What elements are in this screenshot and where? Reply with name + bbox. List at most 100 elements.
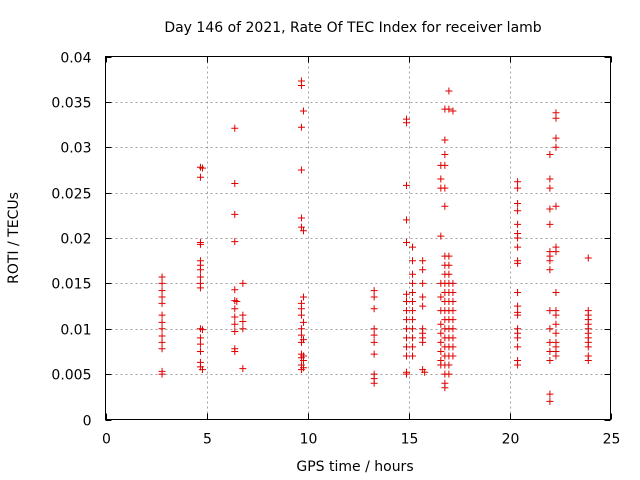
data-point — [409, 352, 417, 360]
data-point — [158, 370, 166, 378]
data-point — [514, 288, 522, 296]
data-point — [196, 173, 204, 181]
data-point — [552, 288, 560, 296]
data-point — [552, 134, 560, 142]
axis-ticks — [105, 56, 612, 421]
data-point — [231, 238, 239, 246]
y-tick-label: 0 — [83, 414, 92, 430]
data-point — [437, 175, 445, 183]
data-point — [370, 331, 378, 339]
data-point — [445, 87, 453, 95]
data-point — [437, 293, 445, 301]
data-point — [158, 318, 166, 326]
data-point — [546, 220, 554, 228]
data-point — [546, 390, 554, 398]
y-axis-title: ROTI / TECUs — [6, 192, 22, 284]
data-point — [514, 234, 522, 242]
data-point — [158, 293, 166, 301]
data-point — [239, 311, 247, 319]
y-tick-labels: 0 0.005 0.01 0.015 0.02 0.025 0.03 0.035 0.04 — [51, 51, 91, 430]
data-point — [409, 270, 417, 278]
data-point — [546, 266, 554, 274]
data-point — [297, 166, 305, 174]
data-point — [441, 161, 449, 169]
data-point — [239, 317, 247, 325]
data-point — [514, 184, 522, 192]
data-point — [441, 384, 449, 392]
y-tick-label: 0.005 — [51, 368, 91, 384]
data-point — [419, 279, 427, 287]
data-point — [514, 361, 522, 369]
data-point — [546, 184, 554, 192]
data-point — [449, 288, 457, 296]
data-point — [402, 325, 410, 333]
data-point — [158, 299, 166, 307]
data-point — [402, 316, 410, 324]
data-point — [552, 329, 560, 337]
data-point — [370, 293, 378, 301]
data-point — [546, 357, 554, 365]
data-point — [419, 338, 427, 346]
data-point — [299, 357, 307, 365]
data-point — [514, 259, 522, 267]
x-tick-label: 0 — [102, 432, 111, 448]
x-tick-label: 20 — [502, 432, 520, 448]
x-tick-label: 25 — [603, 432, 621, 448]
data-point — [158, 345, 166, 353]
data-point — [239, 365, 247, 373]
data-point — [441, 184, 449, 192]
data-point — [514, 200, 522, 208]
data-point — [445, 261, 453, 269]
data-point — [546, 151, 554, 159]
data-point — [402, 290, 410, 298]
x-tick-label: 5 — [203, 432, 212, 448]
data-point — [546, 338, 554, 346]
y-tick-label: 0.02 — [60, 232, 91, 248]
data-point — [231, 305, 239, 313]
data-point — [514, 220, 522, 228]
x-tick-label: 15 — [401, 432, 419, 448]
data-point — [445, 361, 453, 369]
data-point — [233, 298, 241, 306]
data-point — [514, 178, 522, 186]
data-point — [514, 243, 522, 251]
data-point — [231, 180, 239, 188]
data-point — [409, 243, 417, 251]
data-point — [409, 316, 417, 324]
data-point — [419, 266, 427, 274]
data-point — [297, 305, 305, 313]
data-point — [402, 352, 410, 360]
data-point — [299, 107, 307, 115]
data-point — [198, 366, 206, 374]
data-point — [552, 311, 560, 319]
data-point — [546, 307, 554, 315]
data-point — [584, 254, 592, 262]
data-point — [299, 227, 307, 235]
data-point — [402, 119, 410, 127]
data-points — [158, 77, 592, 405]
data-point — [552, 248, 560, 256]
data-point — [297, 338, 305, 346]
data-point — [158, 311, 166, 319]
data-point — [449, 352, 457, 360]
data-point — [297, 311, 305, 319]
data-point — [441, 202, 449, 210]
data-point — [419, 257, 427, 265]
data-point — [370, 287, 378, 295]
data-point — [419, 302, 427, 310]
y-tick-label: 0.025 — [51, 187, 91, 203]
data-point — [449, 316, 457, 324]
data-point — [297, 82, 305, 90]
data-point — [445, 105, 453, 113]
data-point — [196, 273, 204, 281]
data-point — [437, 320, 445, 328]
data-point — [198, 326, 206, 334]
data-point — [370, 305, 378, 313]
data-point — [409, 343, 417, 351]
data-point — [449, 298, 457, 306]
data-point — [514, 302, 522, 310]
data-point — [299, 293, 307, 301]
data-point — [402, 370, 410, 378]
data-point — [158, 287, 166, 295]
